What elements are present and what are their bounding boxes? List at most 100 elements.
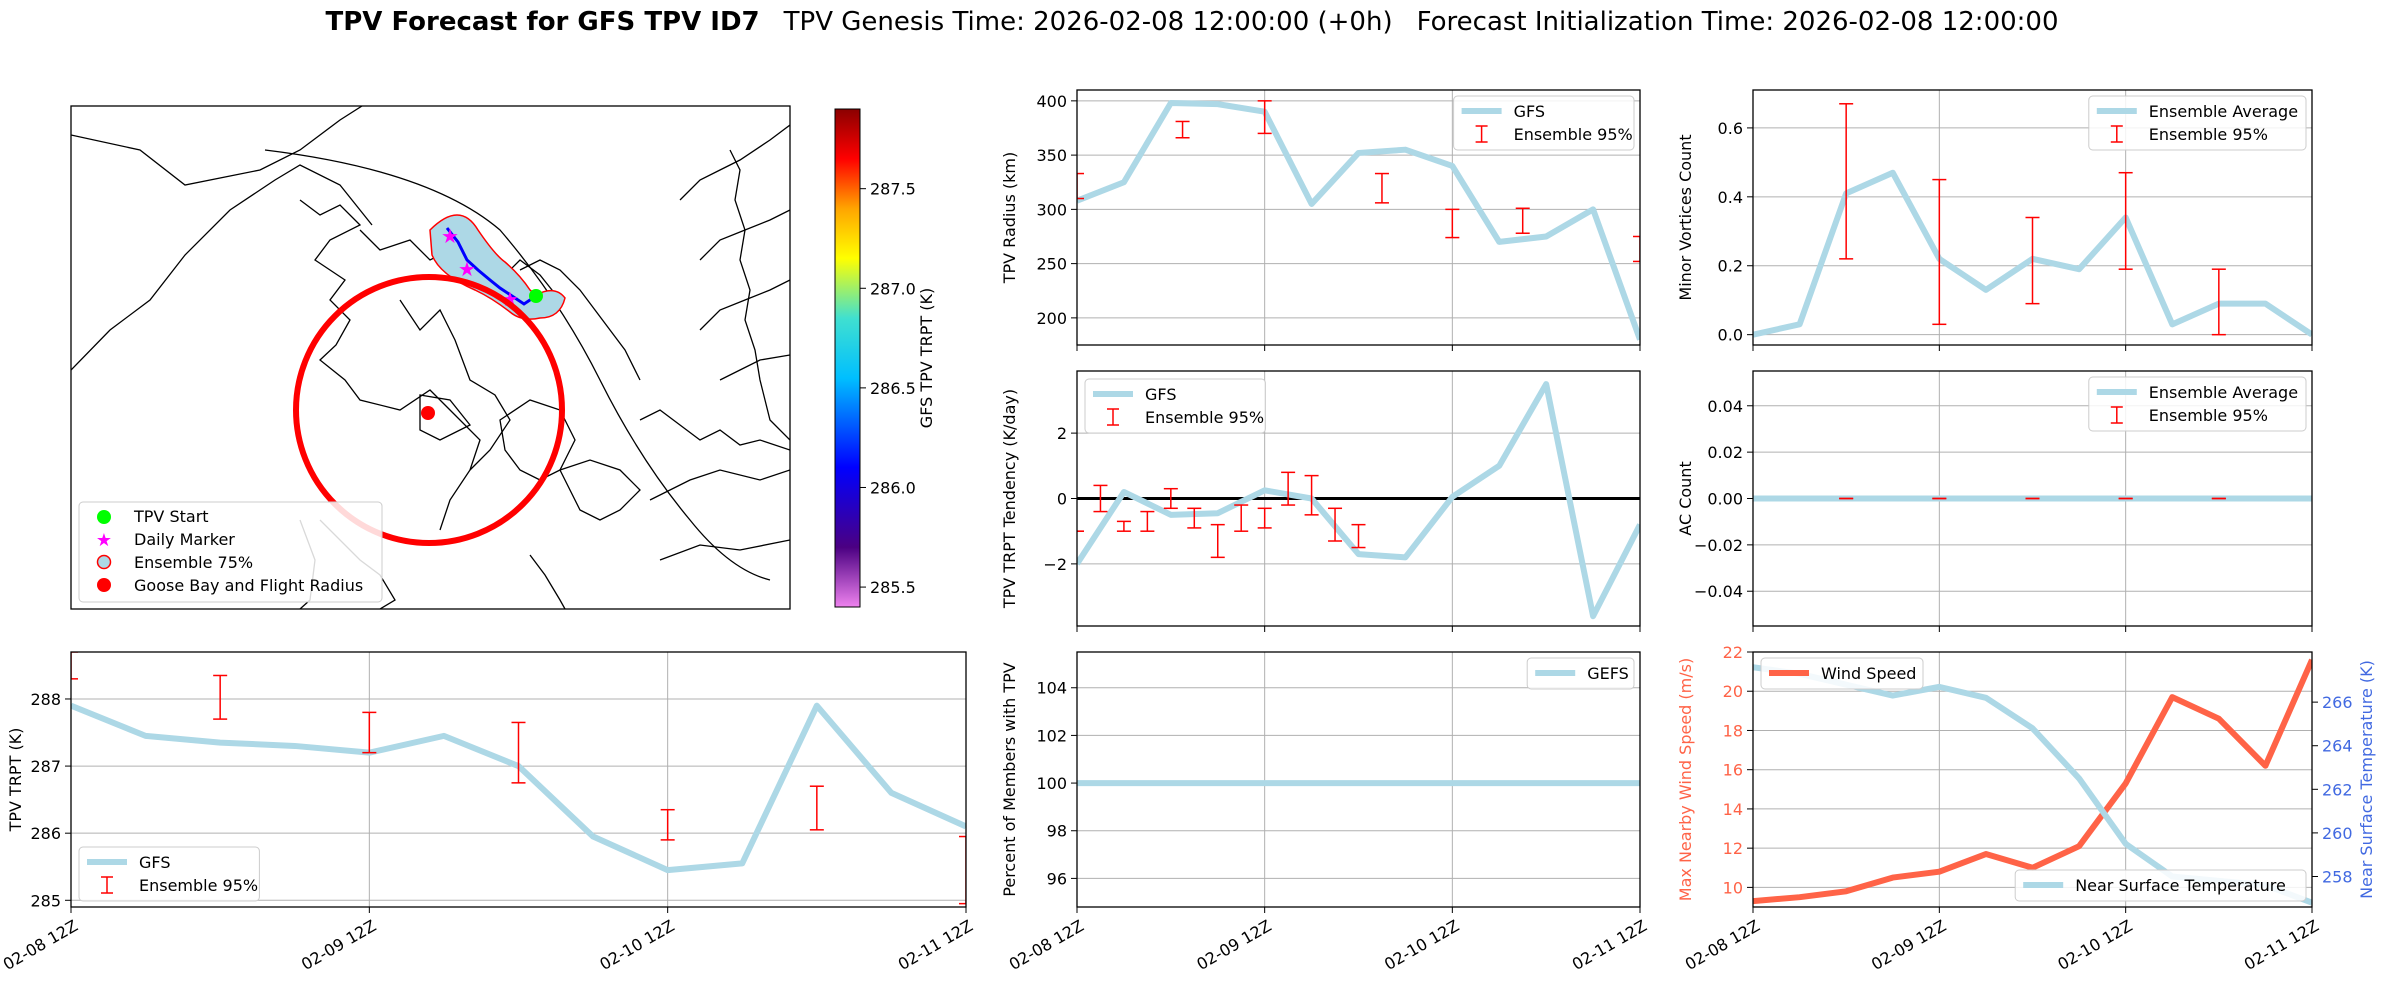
x-tick-label: 02-08 12Z <box>1682 916 1763 974</box>
y-tick-label: −2 <box>1043 555 1067 574</box>
map-legend: TPV Start ★ Daily Marker Ensemble 75% Go… <box>78 501 383 603</box>
legend: Wind Speed <box>1760 657 1924 690</box>
legend-errorbar-icon <box>101 876 113 894</box>
colorbar-tick-label: 287.5 <box>870 180 916 199</box>
legend-star-icon: ★ <box>96 530 112 551</box>
legend-label: Ensemble 95% <box>139 876 258 895</box>
y-tick-label: 0.4 <box>1718 188 1743 207</box>
y-tick-label: 0.2 <box>1718 257 1743 276</box>
axes-frame <box>1752 370 2313 627</box>
plot-area <box>1077 381 1640 620</box>
y-tick-label: 14 <box>1723 800 1743 819</box>
y-tick-label: 250 <box>1036 255 1067 274</box>
errorbar <box>1328 507 1343 542</box>
legend-label: TPV Start <box>133 507 209 526</box>
y-tick-label: 0.00 <box>1707 490 1743 509</box>
errorbar <box>1839 103 1854 260</box>
title-genesis: TPV Genesis Time: 2026-02-08 12:00:00 (+… <box>783 7 1393 37</box>
y-tick-label: 286 <box>30 824 61 843</box>
series-line-gfs <box>1077 381 1640 620</box>
wind-temp-chart: 10 12 14 16 18 20 22 02-08 12Z 02-09 12Z 02-10 12… <box>1676 643 2376 974</box>
figure-title: TPV Forecast for GFS TPV ID7 TPV Genesis … <box>325 7 2058 37</box>
axes-frame <box>1076 651 1641 908</box>
y-tick-label: 10 <box>1723 878 1743 897</box>
legend-label: Ensemble Average <box>2149 383 2298 402</box>
y-tick-label: 288 <box>30 690 61 709</box>
legend-label: GFS <box>139 853 170 872</box>
y-tick-label: 350 <box>1036 146 1067 165</box>
x-tick-label: 02-10 12Z <box>596 916 677 974</box>
legend-errorbar-icon <box>1107 408 1119 426</box>
y-tick-label: 18 <box>1723 721 1743 740</box>
y-tick-label: 0.04 <box>1707 397 1743 416</box>
errorbar <box>959 835 966 905</box>
y-tick-label: 0.02 <box>1707 443 1743 462</box>
plot-area <box>1753 658 2312 906</box>
x-tick-label: 02-10 12Z <box>1381 916 1462 974</box>
errorbar <box>1140 510 1155 532</box>
legend-ensemble-icon <box>96 554 112 570</box>
errorbar <box>362 711 377 754</box>
goose-bay-marker <box>421 406 435 420</box>
gridlines <box>1076 652 1641 907</box>
legend: GEFS <box>1526 657 1635 690</box>
title-init: Forecast Initialization Time: 2026-02-08… <box>1417 7 2059 37</box>
y-tick-label: −0.04 <box>1694 582 1743 601</box>
tpv-start-marker <box>529 289 543 303</box>
y-tick-label: 300 <box>1036 200 1067 219</box>
y-tick-label: 96 <box>1047 869 1067 888</box>
errorbar <box>213 674 228 720</box>
trpt-tendency-chart: −2 0 2 TPV TRPT Tendency (K/day) GFS Ensemble… <box>1000 370 1641 632</box>
errorbar <box>1257 507 1272 529</box>
y-tick-label: 100 <box>1036 774 1067 793</box>
axes-frame <box>1752 651 2313 908</box>
colorbar-tick-label: 287.0 <box>870 279 916 298</box>
y-tick-label: 0 <box>1057 490 1067 509</box>
colorbar-label: GFS TPV TRPT (K) <box>917 288 936 428</box>
colorbar <box>834 108 861 608</box>
y-axis-label: Minor Vortices Count <box>1676 134 1695 300</box>
errorbar <box>1187 507 1202 529</box>
map-panel: ★ ★ ★ TPV Start ★ Daily Marker Ensemble … <box>70 105 936 610</box>
minor-vortices-chart: 0.0 0.2 0.4 0.6 Minor Vortices Count Ensemble… <box>1676 89 2313 351</box>
y-right-tick-label: 260 <box>2322 824 2353 843</box>
legend: GFS Ensemble 95% <box>1453 95 1635 151</box>
plot-area <box>1077 100 1640 341</box>
legend-box <box>2088 376 2307 432</box>
title-bold: TPV Forecast for GFS TPV ID7 <box>325 7 759 37</box>
y-tick-label: 104 <box>1036 679 1067 698</box>
legend-label: GFS <box>1514 102 1545 121</box>
y-tick-label: 0.6 <box>1718 119 1743 138</box>
legend: Ensemble Average Ensemble 95% <box>2088 95 2307 151</box>
y-tick-label: 20 <box>1723 682 1743 701</box>
legend-start-icon <box>97 510 111 524</box>
legend-errorbar-icon <box>2110 125 2123 143</box>
y-tick-label: 16 <box>1723 761 1743 780</box>
legend-box <box>1526 657 1635 690</box>
errorbar <box>511 721 526 784</box>
legend-label: Daily Marker <box>134 530 235 549</box>
map-frame <box>70 105 791 610</box>
y-axis-label: TPV TRPT (K) <box>6 728 25 833</box>
y-tick-label: 200 <box>1036 309 1067 328</box>
legend-box <box>1760 657 1924 690</box>
flight-radius-circle <box>293 274 565 546</box>
legend-label: Near Surface Temperature <box>2075 876 2286 895</box>
y-tick-label: −0.02 <box>1694 536 1743 555</box>
errorbar <box>1304 474 1319 516</box>
y-tick-label: 2 <box>1057 424 1067 443</box>
errorbar <box>1281 471 1296 506</box>
y-right-tick-label: 262 <box>2322 780 2353 799</box>
legend-label: Ensemble 95% <box>1145 408 1264 427</box>
map-legend-box <box>78 501 383 603</box>
axes-frame <box>70 651 967 908</box>
series-line-wind-speed <box>1753 658 2312 905</box>
x-tick-label: 02-09 12Z <box>1868 916 1949 974</box>
series-line-gfs <box>1077 100 1640 341</box>
y-tick-label: 0.0 <box>1718 326 1743 345</box>
x-tick-label: 02-11 12Z <box>2241 916 2322 974</box>
errorbar <box>1163 487 1178 510</box>
errorbar <box>1351 523 1366 549</box>
legend-box <box>2088 95 2307 151</box>
